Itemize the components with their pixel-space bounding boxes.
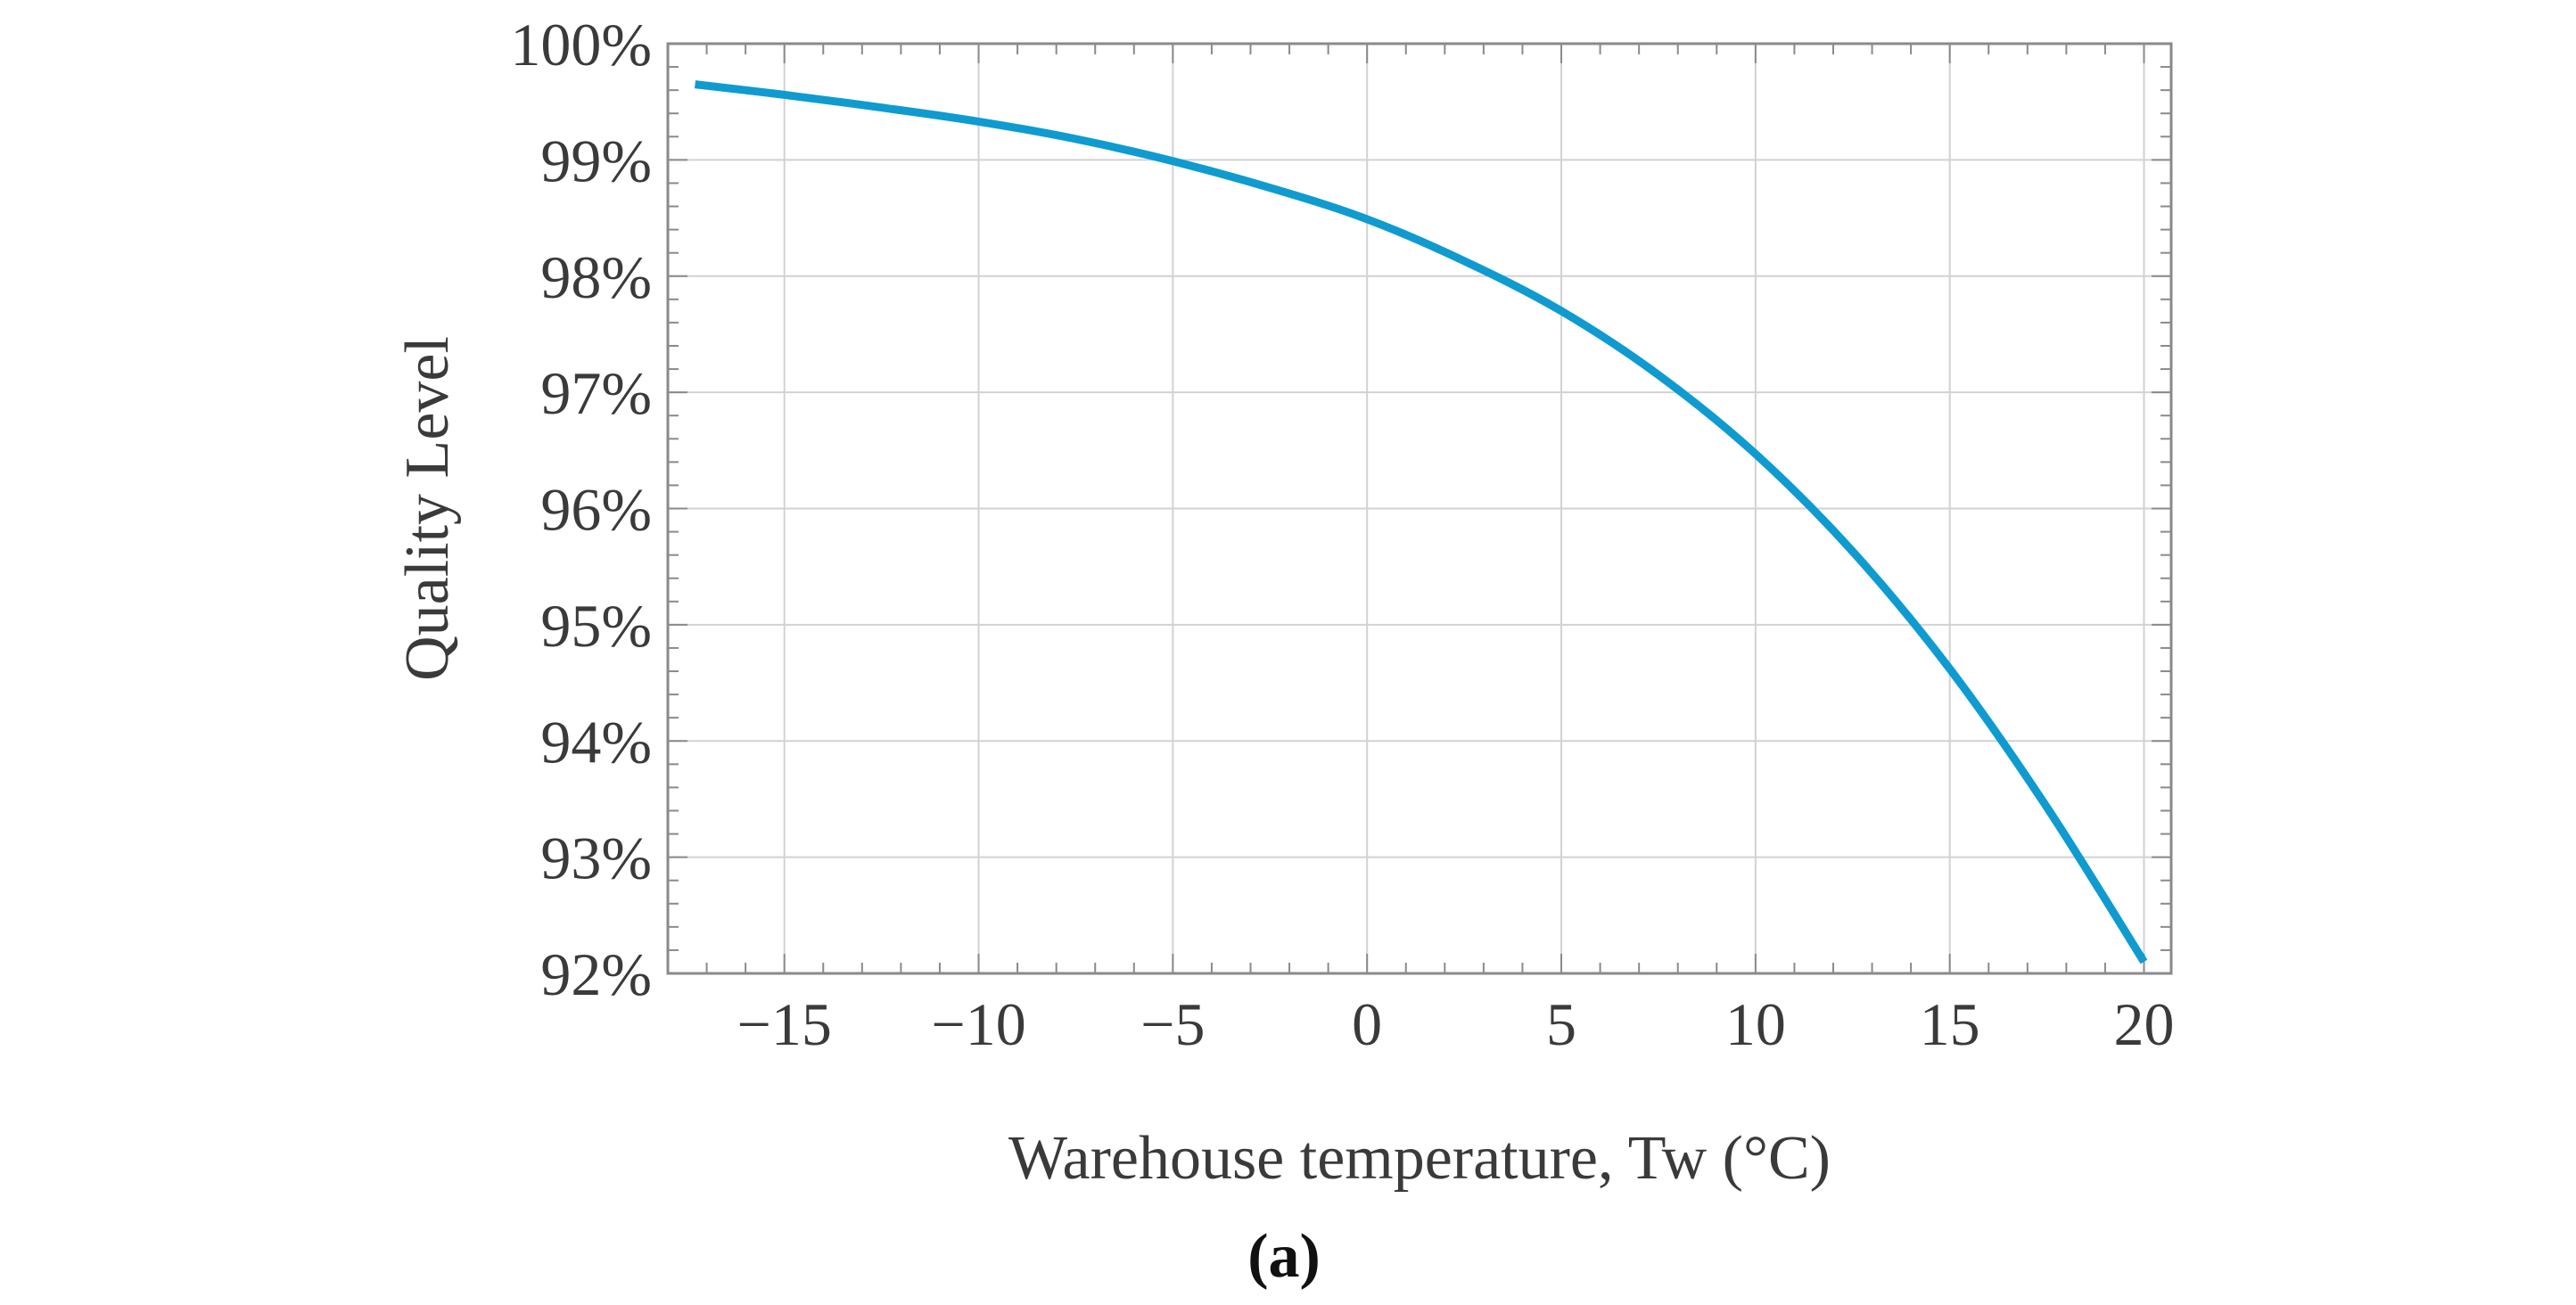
x-tick-label: 0 [1352,990,1382,1058]
figure-caption: (a) [1247,1222,1321,1291]
y-tick-label: 98% [540,243,652,311]
y-tick-label: 97% [540,359,652,427]
series [694,80,2148,964]
minor-ticks [667,43,2171,974]
y-tick-label: 96% [540,476,652,544]
y-tick-label: 92% [540,940,652,1008]
y-tick-label: 99% [540,127,652,194]
x-tick-label: −10 [931,990,1025,1058]
x-tick-label: −15 [737,990,832,1058]
x-tick-label: 10 [1725,990,1786,1058]
x-tick-label: 5 [1546,990,1576,1058]
x-tick-label: 15 [1920,990,1980,1058]
x-tick-label: 20 [2114,990,2175,1058]
quality-level-line [694,80,2148,964]
grid [668,43,2171,974]
x-axis-title: Warehouse temperature, Tw (°C) [1008,1124,1831,1193]
x-tick-label: −5 [1140,990,1205,1058]
y-tick-labels: 92% 93% 94% 95% 96% 97% 98% 99% 100% [510,11,652,1008]
x-tick-labels: −15 −10 −5 0 5 10 15 20 [737,990,2175,1058]
plot-area-frame [666,42,2173,975]
y-tick-label: 94% [540,708,652,776]
y-tick-label: 93% [540,825,652,892]
y-axis-title: Quality Level [393,336,462,681]
y-tick-label: 100% [510,11,652,78]
y-tick-label: 95% [540,592,652,660]
